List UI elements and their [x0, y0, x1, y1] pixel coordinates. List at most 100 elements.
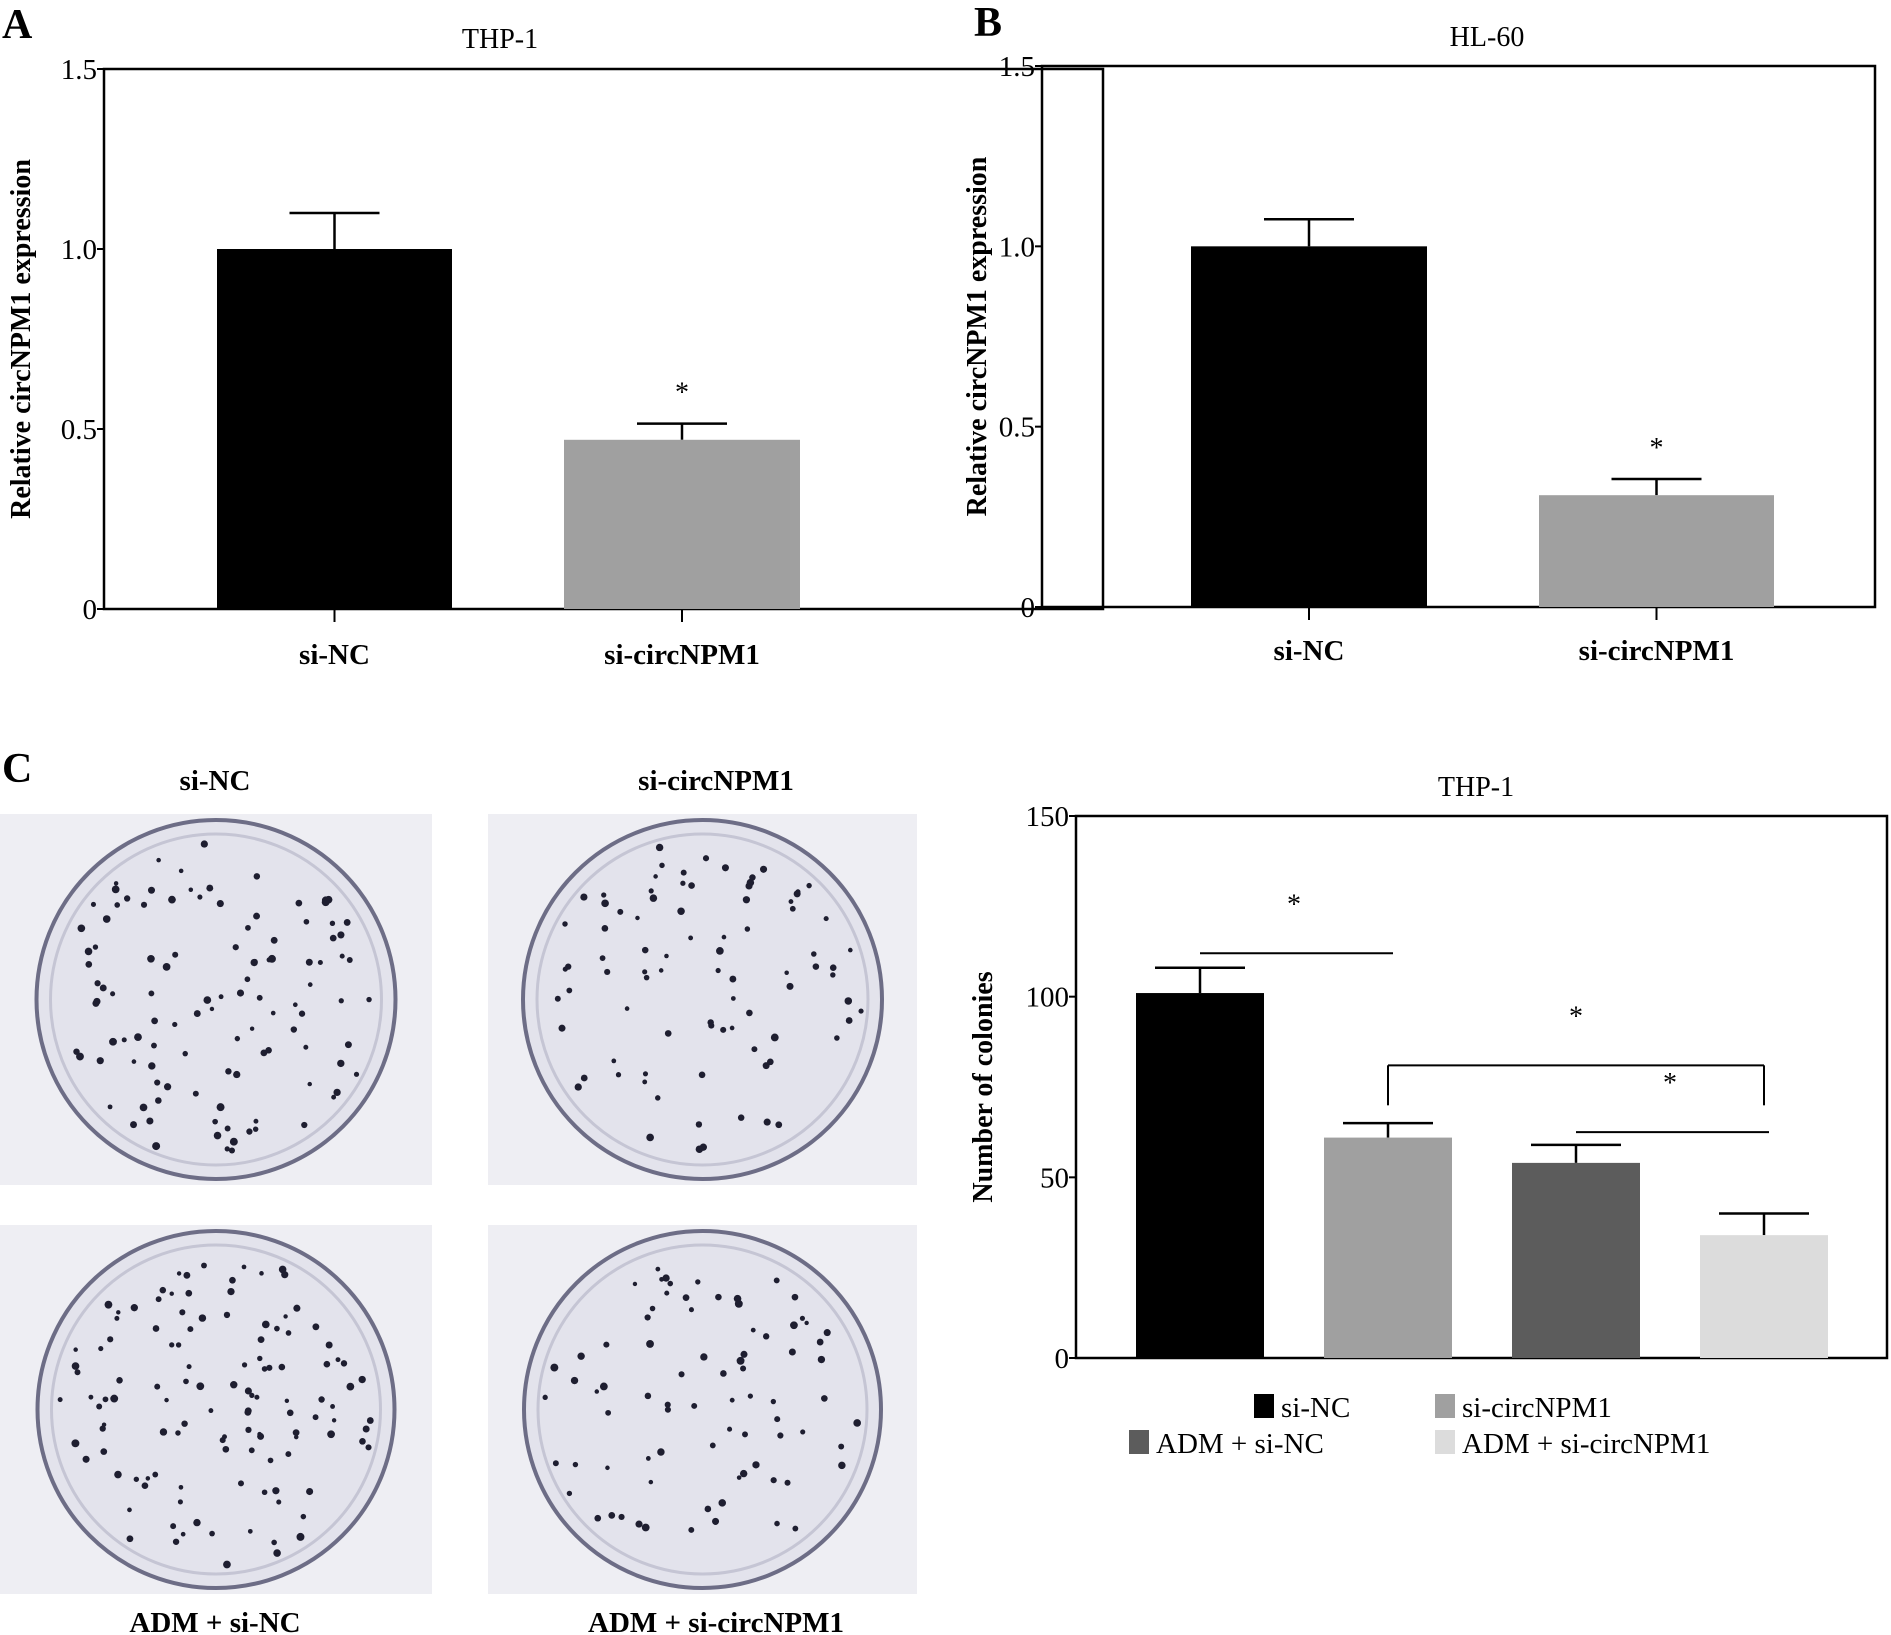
- colony-dot: [73, 1347, 78, 1352]
- colony-dot: [642, 1079, 648, 1085]
- colony-dot: [257, 1431, 262, 1437]
- colony-dot: [766, 1058, 774, 1066]
- colony-dot: [278, 1265, 287, 1274]
- legend-entry: si-circNPM1: [1462, 1392, 1612, 1424]
- colony-dot: [114, 1470, 122, 1479]
- colony-dot: [130, 1121, 137, 1129]
- colony-dot: [102, 915, 111, 923]
- colony-dot: [740, 1365, 747, 1372]
- colony-dot: [261, 1366, 268, 1372]
- colony-dot: [270, 1010, 276, 1016]
- colony-dot: [688, 882, 695, 889]
- colony-dot: [244, 976, 251, 983]
- y-tick-label: 0.5: [999, 412, 1035, 444]
- colony-dot: [712, 1517, 720, 1525]
- y-tick-label: 0: [83, 594, 98, 626]
- colony-dot: [71, 1439, 80, 1448]
- chart-title: THP-1: [462, 24, 538, 55]
- colony-dot: [278, 1363, 286, 1371]
- x-tick-label: si-circNPM1: [1579, 635, 1735, 667]
- colony-dot: [172, 951, 179, 958]
- colony-dot: [244, 1408, 252, 1416]
- bar-si-circnpm1: [1539, 495, 1774, 607]
- colony-dot: [257, 1336, 265, 1344]
- colony-dot: [574, 1083, 582, 1091]
- colony-dot: [594, 1389, 600, 1394]
- colony-dot: [834, 1035, 840, 1041]
- colony-dot: [742, 896, 751, 904]
- colony-dot: [99, 1425, 106, 1432]
- y-tick-label: 0: [1055, 1343, 1070, 1375]
- colony-dot: [646, 1340, 654, 1348]
- colony-dot: [331, 1418, 337, 1423]
- colony-dot: [186, 1364, 192, 1370]
- significance-star: *: [1663, 1068, 1677, 1099]
- colony-dot: [337, 1059, 345, 1068]
- colony-dot: [838, 1461, 846, 1470]
- colony-dot: [252, 958, 258, 965]
- colony-dot: [193, 1518, 201, 1527]
- significance-star: *: [675, 378, 689, 409]
- colony-dot: [580, 1074, 588, 1082]
- colony-dot: [751, 1046, 758, 1053]
- colony-dot: [580, 893, 588, 901]
- colony-dot: [156, 857, 161, 863]
- colony-dot: [601, 892, 607, 898]
- colony-dot: [84, 947, 93, 956]
- colony-dot: [649, 1305, 656, 1312]
- colony-dot: [290, 1026, 298, 1033]
- photo-label: ADM + si-NC: [129, 1607, 300, 1635]
- colony-dot: [172, 1538, 180, 1545]
- colony-dot: [92, 999, 100, 1007]
- colony-dot: [179, 1309, 186, 1316]
- colony-dot: [241, 1264, 247, 1270]
- colony-dot: [232, 944, 239, 951]
- colony-dot: [249, 1026, 255, 1031]
- colony-dot: [266, 1364, 273, 1371]
- colony-dot: [169, 1342, 175, 1348]
- bar-si-circnpm1: [1324, 1137, 1452, 1358]
- colony-dot: [203, 996, 212, 1004]
- colony-dot: [222, 1445, 230, 1453]
- colony-dot: [329, 920, 336, 926]
- colony-dot: [73, 1048, 80, 1055]
- colony-dot: [114, 902, 121, 908]
- colony-dot: [816, 1338, 824, 1346]
- colony-dot: [300, 1513, 307, 1520]
- colony-dot: [99, 984, 107, 992]
- panel-label-c: C: [2, 746, 32, 792]
- y-tick-label: 0: [1021, 592, 1036, 624]
- y-tick-label: 100: [1026, 982, 1070, 1014]
- colony-dot: [312, 1414, 319, 1421]
- colony-dot: [346, 1382, 355, 1391]
- colony-dot: [145, 1476, 151, 1481]
- colony-dot: [96, 1057, 104, 1065]
- colony-dot: [212, 1118, 218, 1125]
- colony-dot: [729, 975, 737, 983]
- colony-dot: [307, 982, 313, 987]
- colony-dot: [358, 1375, 366, 1384]
- colony-dot: [159, 1428, 168, 1436]
- colony-dot: [295, 899, 303, 907]
- colony-dot: [253, 873, 261, 880]
- colony-dot: [175, 1342, 182, 1348]
- colony-dot: [164, 1397, 169, 1403]
- colony-dot: [229, 1137, 238, 1146]
- colony-dot: [96, 1403, 103, 1410]
- colony-dot: [148, 1062, 156, 1070]
- colony-dot: [151, 1017, 159, 1025]
- colony-dot: [359, 1438, 366, 1445]
- colony-dot: [558, 1024, 566, 1032]
- colony-dot: [720, 1370, 727, 1377]
- colony-dot: [790, 1321, 798, 1330]
- colony-dot: [594, 1514, 602, 1522]
- dish-inner-rim: [49, 832, 383, 1167]
- colony-dot: [236, 989, 245, 997]
- colony-dot: [774, 1520, 780, 1527]
- colony-dot: [829, 964, 837, 971]
- colony-dot: [646, 1133, 654, 1142]
- dish-inner-rim: [535, 832, 870, 1167]
- plot-frame: [1074, 814, 1889, 1360]
- colony-dot: [109, 1037, 117, 1046]
- chart-b-hl60: HL-60 Relative circNPM1 expression 0 0.5 1.0…: [962, 22, 1877, 667]
